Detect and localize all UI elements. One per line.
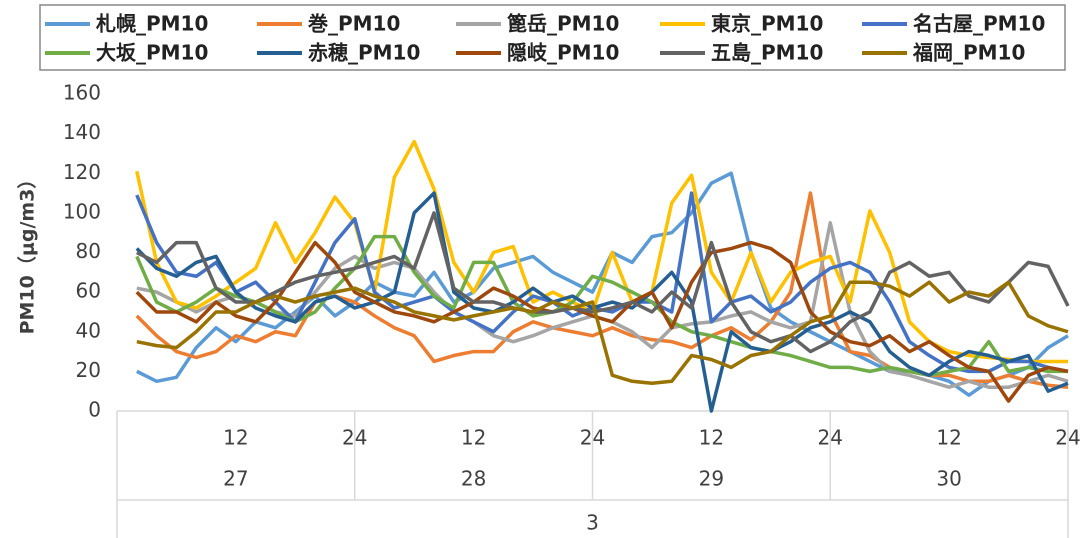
series-line [136,211,1070,354]
legend-label: 隠岐_PM10 [507,41,619,65]
y-tick-label: 100 [63,199,101,223]
y-tick-label: 20 [76,358,101,382]
series-line [135,240,1069,403]
legend-label: 大坂_PM10 [96,41,208,65]
legend-label: 名古屋_PM10 [913,12,1045,36]
y-tick-label: 60 [76,279,101,303]
series-line [136,280,1069,386]
series-line [135,139,1068,364]
legend-label: 福岡_PM10 [912,41,1025,65]
x-tick-label: 12 [461,426,486,450]
day-label: 29 [699,467,724,491]
y-tick-label: 40 [76,318,101,342]
y-tick-label: 120 [63,160,101,184]
y-axis-label: PM10（μg/m3） [16,170,39,335]
y-tick-label: 0 [88,398,101,422]
legend-label: 篦岳_PM10 [507,12,619,36]
legend-box [39,4,1066,71]
day-label: 27 [223,467,248,491]
day-label: 28 [461,467,486,491]
day-label: 30 [936,467,961,491]
month-label: 3 [586,511,599,535]
legend-label: 五島_PM10 [711,41,823,65]
x-tick-label: 12 [699,426,724,450]
legend-label: 赤穂_PM10 [308,41,420,65]
x-tick-label: 12 [223,426,248,450]
y-tick-label: 140 [63,120,101,144]
y-tick-label: 80 [76,239,101,263]
legend-label: 東京_PM10 [711,12,823,36]
y-tick-label: 160 [63,81,101,105]
legend-label: 巻_PM10 [307,12,400,36]
series-line [135,191,1069,413]
legend-label: 札幌_PM10 [95,12,208,36]
x-tick-label: 12 [936,426,961,450]
